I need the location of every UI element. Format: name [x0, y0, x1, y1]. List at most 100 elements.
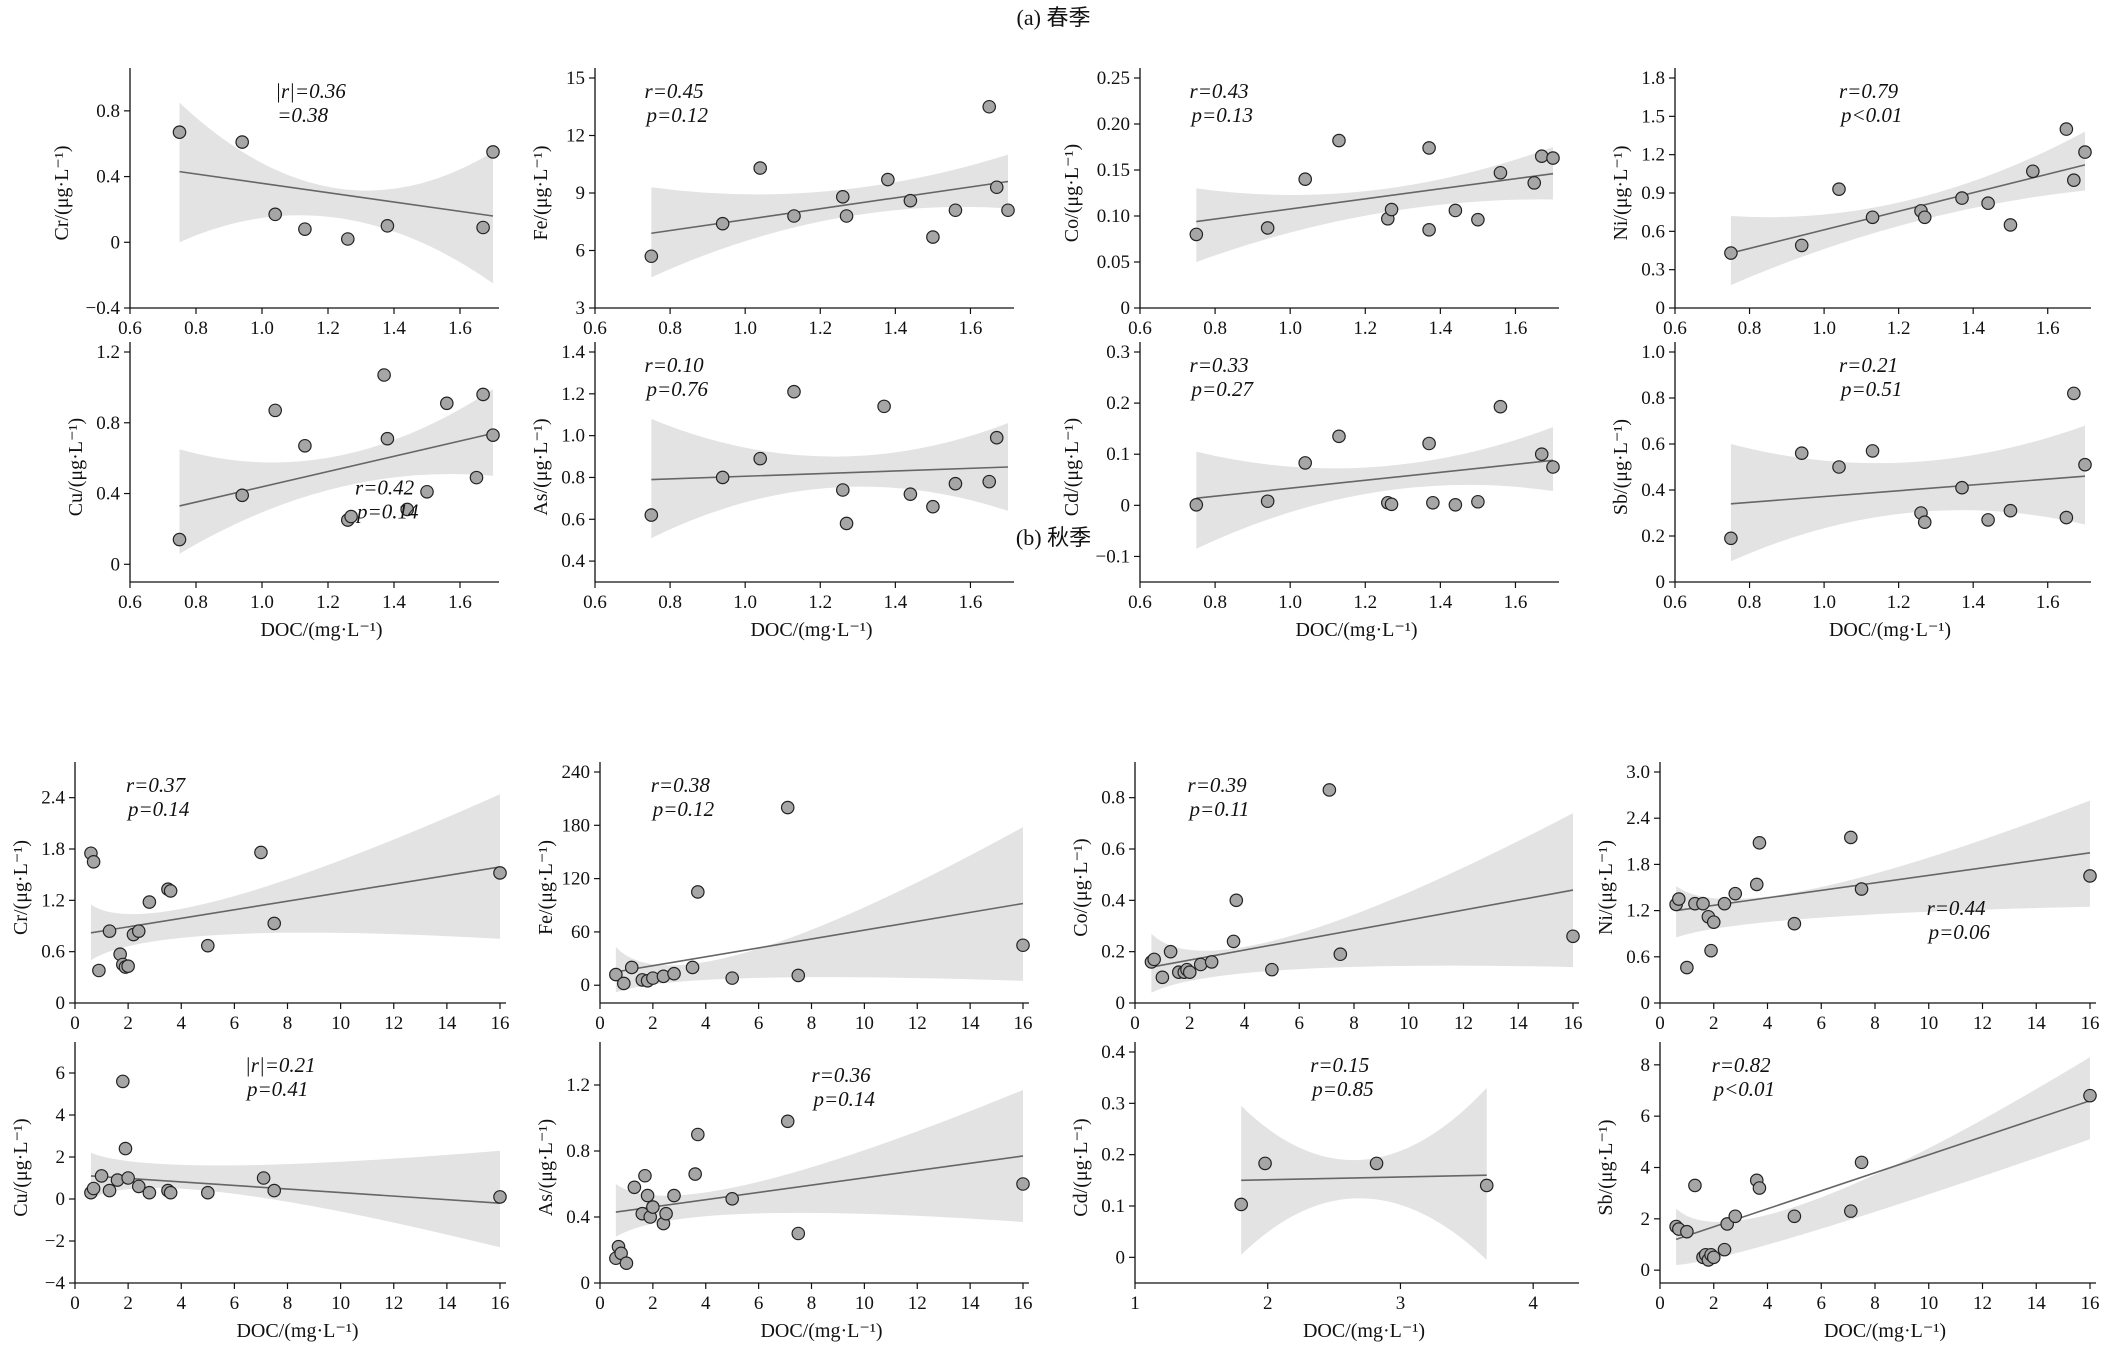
- x-tick-label: 4: [1240, 1013, 1250, 1034]
- data-point: [619, 1256, 634, 1270]
- x-tick-label: 4: [177, 1013, 187, 1034]
- stat-p: p=0.14: [126, 797, 190, 821]
- chart-panel-spring-Cu: 0.6 0.8 1.0 1.2 1.4 1.6 0 0.4 0.8 1.2 Cu/(μg·L⁻¹) D…: [65, 342, 500, 641]
- data-point: [1546, 460, 1560, 474]
- x-tick-label: 1.0: [733, 592, 757, 613]
- data-point: [791, 968, 806, 983]
- x-tick-label: 0: [70, 1293, 80, 1314]
- x-tick-label: 1.0: [250, 318, 274, 339]
- y-tick-label: 240: [562, 762, 591, 783]
- x-tick-label: 10: [331, 1013, 350, 1034]
- stat-r: r=0.39: [1188, 773, 1248, 797]
- y-tick-label: 1.2: [561, 384, 585, 405]
- x-tick-label: 3: [1396, 1293, 1406, 1314]
- data-point: [340, 232, 355, 246]
- y-tick-label: 3.0: [1626, 762, 1650, 783]
- data-point: [877, 399, 891, 414]
- data-point: [267, 1183, 282, 1198]
- data-point: [1717, 896, 1732, 911]
- data-point: [1189, 227, 1204, 242]
- data-point: [1854, 882, 1869, 896]
- confidence-band: [90, 1150, 500, 1248]
- data-point: [131, 924, 146, 938]
- x-tick-label: 8: [1870, 1293, 1880, 1314]
- y-tick-label: 0.8: [96, 101, 120, 122]
- stat-r: r=0.33: [1190, 353, 1249, 377]
- regression-line: [651, 466, 1009, 481]
- data-point: [201, 938, 215, 953]
- x-tick-label: 8: [283, 1013, 293, 1034]
- stat-r: r=0.82: [1712, 1053, 1772, 1077]
- x-tick-label: 1.0: [1278, 592, 1302, 613]
- x-tick-label: 1.4: [1961, 318, 1985, 339]
- data-point: [1260, 221, 1275, 235]
- stat-p: p=0.14: [355, 500, 419, 524]
- x-tick-label: 1.0: [1812, 592, 1836, 613]
- stat-r: r=0.45: [645, 79, 704, 103]
- x-axis-label: DOC/(mg·L⁻¹): [760, 1320, 882, 1342]
- data-point: [787, 384, 801, 399]
- data-point: [1794, 238, 1809, 253]
- y-tick-label: 0.2: [1101, 942, 1125, 963]
- data-point: [791, 1226, 806, 1241]
- x-tick-label: 1.4: [1961, 592, 1985, 613]
- data-point: [1749, 877, 1764, 892]
- data-point: [1298, 456, 1312, 470]
- y-tick-label: 1.8: [41, 839, 65, 860]
- data-point: [235, 488, 249, 503]
- x-tick-label: 0.8: [184, 592, 208, 613]
- data-point: [256, 1171, 271, 1185]
- y-tick-label: 1.4: [561, 342, 585, 363]
- y-tick-label: −4: [45, 1273, 66, 1294]
- data-point: [476, 220, 490, 235]
- x-tick-label: 1.6: [2036, 592, 2060, 613]
- x-axis-label: DOC/(mg·L⁻¹): [236, 1320, 358, 1342]
- y-tick-label: 0: [581, 975, 591, 996]
- y-axis-label: As/(μg·L⁻¹): [535, 1119, 557, 1216]
- x-tick-label: 16: [2081, 1293, 2100, 1314]
- x-tick-label: 0.8: [1738, 592, 1762, 613]
- x-tick-label: 1.2: [808, 592, 832, 613]
- y-tick-label: 0.3: [1101, 1093, 1125, 1114]
- regression-line: [179, 432, 494, 507]
- data-point: [1865, 444, 1880, 458]
- data-point: [839, 209, 854, 223]
- y-tick-label: 0: [1116, 993, 1126, 1014]
- x-tick-label: 2: [1185, 1013, 1195, 1034]
- data-point: [787, 209, 801, 223]
- data-point: [1204, 955, 1219, 969]
- data-point: [644, 249, 659, 264]
- data-point: [344, 509, 358, 524]
- data-point: [1369, 1156, 1384, 1171]
- data-point: [839, 516, 854, 531]
- data-point: [163, 884, 178, 898]
- data-point: [1426, 495, 1440, 510]
- x-tick-label: 6: [1817, 1293, 1827, 1314]
- regression-line: [90, 1175, 501, 1204]
- y-tick-label: 0.9: [1641, 183, 1665, 204]
- data-point: [1832, 182, 1846, 196]
- x-tick-label: 0.8: [658, 592, 682, 613]
- x-tick-label: 0: [595, 1013, 605, 1034]
- data-point: [1527, 176, 1542, 190]
- data-point: [1422, 223, 1436, 237]
- data-point: [86, 1181, 101, 1196]
- x-tick-label: 6: [1295, 1013, 1305, 1034]
- data-point: [989, 180, 1004, 195]
- chart-panel-autumn-Cd: 1 2 3 4 0 0.1 0.2 0.3 0.4 Cd/(μg·L⁻¹) DOC/(mg·L⁻¹)…: [1070, 1042, 1579, 1342]
- x-tick-label: 0: [1655, 1013, 1665, 1034]
- data-point: [1298, 172, 1312, 186]
- y-axis-label: Ni/(μg·L⁻¹): [1610, 145, 1632, 240]
- data-point: [86, 855, 101, 869]
- x-tick-label: 2: [1709, 1013, 1719, 1034]
- y-tick-label: 6: [576, 241, 586, 262]
- x-tick-label: 2: [648, 1013, 658, 1034]
- y-tick-label: 6: [56, 1063, 66, 1084]
- x-tick-label: 16: [1564, 1013, 1583, 1034]
- y-axis-label: Sb/(μg·L⁻¹): [1610, 419, 1632, 515]
- data-point: [982, 99, 997, 114]
- data-point: [835, 190, 850, 204]
- data-point: [1981, 196, 1995, 211]
- data-point: [163, 1185, 178, 1200]
- data-point: [835, 483, 850, 497]
